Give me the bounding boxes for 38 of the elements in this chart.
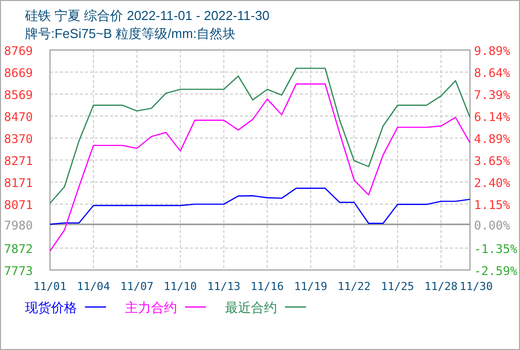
xtick: 11/01 bbox=[33, 280, 67, 293]
y2tick: 9.89% bbox=[474, 44, 510, 58]
y2tick: 7.39% bbox=[474, 88, 510, 102]
y2tick: 4.89% bbox=[474, 132, 510, 146]
y2tick: 2.40% bbox=[474, 176, 510, 190]
xtick: 11/28 bbox=[424, 280, 458, 293]
y2tick: 3.65% bbox=[474, 154, 510, 168]
ytick: 8669 bbox=[4, 66, 33, 80]
ytick: 8569 bbox=[4, 88, 33, 102]
xtick: 11/25 bbox=[381, 280, 414, 293]
ytick: 7872 bbox=[4, 242, 33, 256]
ytick: 8171 bbox=[4, 176, 33, 190]
subtitle: 牌号:FeSi75~B 粒度等级/mm:自然块 bbox=[25, 26, 236, 41]
ytick: 7773 bbox=[4, 264, 33, 278]
ytick: 7980 bbox=[4, 218, 33, 232]
y2tick: 0.00% bbox=[474, 218, 510, 232]
ytick: 8271 bbox=[4, 154, 33, 168]
xtick: 11/13 bbox=[207, 280, 240, 293]
xtick: 11/16 bbox=[250, 280, 284, 293]
ytick: 8470 bbox=[4, 110, 33, 124]
legend-label: 主力合约 bbox=[125, 300, 177, 315]
y2tick: 8.64% bbox=[474, 66, 510, 80]
ytick: 8071 bbox=[4, 198, 33, 212]
y2tick: -2.59% bbox=[474, 264, 518, 278]
y2tick: 6.14% bbox=[474, 110, 510, 124]
xtick: 11/10 bbox=[164, 280, 197, 293]
y2tick: 1.15% bbox=[474, 198, 510, 212]
title: 硅铁 宁夏 综合价 2022-11-01 - 2022-11-30 bbox=[25, 8, 270, 23]
xtick: 11/22 bbox=[338, 280, 371, 293]
ytick: 8370 bbox=[4, 132, 33, 146]
xtick: 11/04 bbox=[76, 280, 110, 293]
legend-label: 最近合约 bbox=[225, 300, 277, 315]
xtick: 11/07 bbox=[120, 280, 154, 293]
legend-label: 现货价格 bbox=[25, 300, 77, 315]
ytick: 8769 bbox=[4, 44, 33, 58]
xtick: 11/19 bbox=[294, 280, 328, 293]
y2tick: -1.35% bbox=[474, 242, 518, 256]
xtick: 11/30 bbox=[460, 280, 493, 293]
